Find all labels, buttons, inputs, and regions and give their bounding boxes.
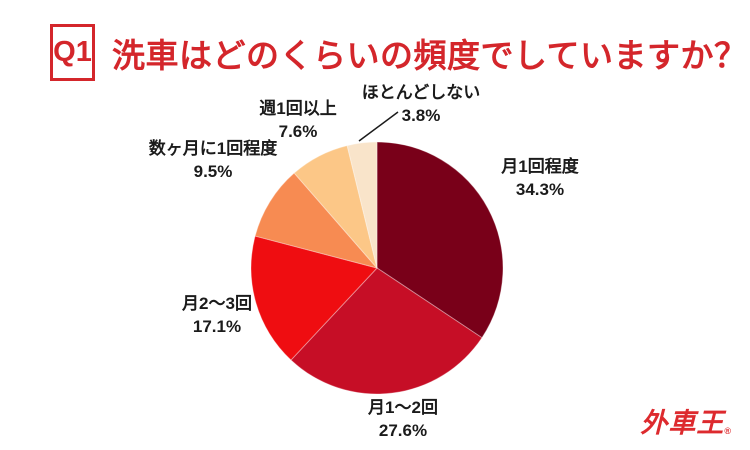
slice-percent-text: 3.8% [401, 105, 441, 125]
slice-label-text: ほとんどしない [361, 83, 481, 102]
slice-percent-text: 27.6% [378, 420, 428, 440]
pie-slice [254, 172, 379, 269]
slice-label-weekly-or-more: 週1回以上 7.6% [259, 98, 336, 144]
slice-label-2-3-per-month: 月2～3回 17.1% [182, 293, 252, 339]
registered-mark: ® [724, 426, 732, 436]
slice-label-text: 月2～3回 [182, 294, 252, 313]
slice-percent-text: 7.6% [278, 121, 318, 141]
slice-percent-text: 17.1% [192, 316, 242, 336]
leader-line [358, 111, 399, 142]
gaishaou-logo: 外車王® [640, 401, 732, 440]
slice-percent-text: 34.3% [515, 179, 565, 199]
pie-slices [250, 141, 504, 395]
pie-slice [250, 235, 378, 361]
slice-label-text: 週1回以上 [259, 99, 337, 118]
question-badge: Q1 [50, 24, 95, 81]
pie-slice [290, 267, 483, 395]
slice-label-every-few-months: 数ヶ月に1回程度 9.5% [149, 138, 277, 184]
pie-slice [346, 141, 378, 269]
slice-label-text: 月1回程度 [501, 157, 579, 176]
slice-label-monthly-once: 月1回程度 34.3% [501, 156, 578, 202]
logo-text: 外車王 [640, 408, 725, 438]
slice-label-text: 数ヶ月に1回程度 [148, 139, 278, 158]
pie-slice [293, 144, 378, 269]
slice-percent-text: 9.5% [193, 161, 233, 181]
pie-slice [376, 141, 504, 339]
slice-label-rarely: ほとんどしない 3.8% [362, 82, 481, 128]
slice-label-text: 月1～2回 [368, 398, 438, 417]
page-title: 洗車はどのくらいの頻度でしていますか？ [112, 36, 748, 74]
slice-label-1-2-per-month: 月1～2回 27.6% [368, 397, 438, 443]
question-header: Q1 洗車はどのくらいの頻度でしていますか？ [50, 24, 748, 81]
